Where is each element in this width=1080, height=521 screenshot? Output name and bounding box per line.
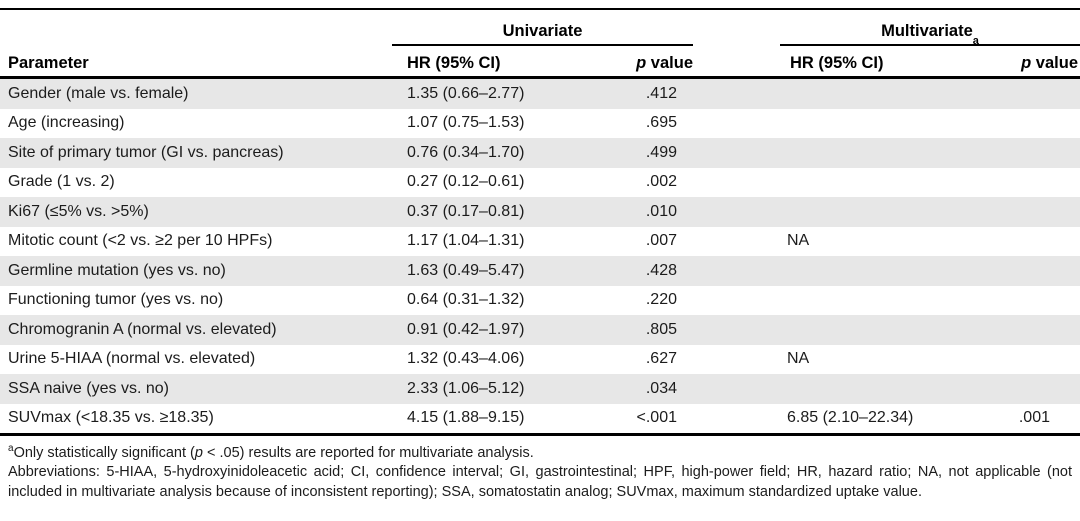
multivariate-hr-column-header: HR (95% CI) [790,54,884,72]
table-row: Grade (1 vs. 2) 0.27 (0.12–0.61) .002 [0,168,1080,198]
univariate-pvalue-cell: .428 [645,261,677,279]
multivariate-hr-cell: NA [787,350,810,368]
table-row: Germline mutation (yes vs. no) 1.63 (0.4… [0,256,1080,286]
table-row: Functioning tumor (yes vs. no) 0.64 (0.3… [0,286,1080,316]
table-row: Mitotic count (<2 vs. ≥2 per 10 HPFs) 1.… [0,227,1080,257]
univariate-hr-column-header: HR (95% CI) [407,54,501,72]
parameter-cell: Grade (1 vs. 2) [8,173,115,191]
parameter-cell: Germline mutation (yes vs. no) [8,261,226,279]
table-row: Gender (male vs. female) 1.35 (0.66–2.77… [0,79,1080,109]
univariate-hr-cell: 0.27 (0.12–0.61) [407,173,525,191]
parameter-cell: Mitotic count (<2 vs. ≥2 per 10 HPFs) [8,232,273,250]
univariate-group-label: Univariate [502,22,583,40]
univariate-hr-cell: 4.15 (1.88–9.15) [407,409,525,427]
univariate-pvalue-cell: .002 [645,173,677,191]
univariate-pvalue-cell: .627 [645,350,677,368]
univariate-pvalue-cell: .805 [645,320,677,338]
univariate-hr-cell: 0.91 (0.42–1.97) [407,320,525,338]
parameter-cell: Functioning tumor (yes vs. no) [8,291,224,309]
multivariate-group-header: Multivariate a [780,10,1080,47]
multivariate-hr-cell: NA [787,232,810,250]
table-row: Site of primary tumor (GI vs. pancreas) … [0,138,1080,168]
univariate-pvalue-cell: .034 [645,379,677,397]
table-row: Ki67 (≤5% vs. >5%) 0.37 (0.17–0.81) .010 [0,197,1080,227]
p-rest: value [646,54,693,72]
multivariate-group-label: Multivariate [881,22,973,40]
p-italic: p [194,444,203,461]
univariate-hr-cell: 1.07 (0.75–1.53) [407,114,525,132]
table-top-rule [0,8,1080,10]
table-row: SUVmax (<18.35 vs. ≥18.35) 4.15 (1.88–9.… [0,404,1080,434]
multivariate-pvalue-column-header: p value [953,54,1080,73]
univariate-pvalue-cell: .412 [645,84,677,102]
univariate-pvalue-cell: <.001 [636,409,677,427]
univariate-group-header: Univariate [392,10,693,46]
table-footnotes: aOnly statistically significant (p < .05… [0,436,1080,503]
p-italic: p [636,54,647,72]
parameter-column-header: Parameter [8,54,89,72]
parameter-cell: Ki67 (≤5% vs. >5%) [8,202,149,220]
p-rest: value [1031,54,1078,72]
table-row: Chromogranin A (normal vs. elevated) 0.9… [0,315,1080,345]
univariate-hr-cell: 2.33 (1.06–5.12) [407,379,525,397]
header-bottom-rule [0,76,1080,79]
univariate-pvalue-cell: .695 [645,114,677,132]
univariate-hr-cell: 0.76 (0.34–1.70) [407,143,525,161]
parameter-cell: Site of primary tumor (GI vs. pancreas) [8,143,284,161]
footnote-a-text-pre: Only statistically significant ( [13,444,195,461]
footnote-a: aOnly statistically significant (p < .05… [8,439,1072,463]
univariate-hr-cell: 1.17 (1.04–1.31) [407,232,525,250]
parameter-cell: Age (increasing) [8,114,125,132]
univariate-pvalue-cell: .499 [645,143,677,161]
univariate-pvalue-cell: .010 [645,202,677,220]
p-italic: p [1021,54,1032,72]
table-group-header-row: Univariate Multivariate a [0,10,1080,47]
table-column-header-row: Parameter HR (95% CI) p value HR (95% CI… [0,46,1080,76]
univariate-pvalue-cell: .007 [645,232,677,250]
multivariate-hr-cell: 6.85 (2.10–22.34) [787,409,914,427]
parameter-cell: SUVmax (<18.35 vs. ≥18.35) [8,409,214,427]
univariate-hr-cell: 1.32 (0.43–4.06) [407,350,525,368]
abbreviations-note: Abbreviations: 5-HIAA, 5-hydroxyinidolea… [8,464,1072,501]
parameter-cell: Chromogranin A (normal vs. elevated) [8,320,277,338]
parameter-cell: SSA naive (yes vs. no) [8,379,169,397]
table-bottom-rule [0,433,1080,436]
univariate-hr-cell: 0.64 (0.31–1.32) [407,291,525,309]
table-row: Urine 5-HIAA (normal vs. elevated) 1.32 … [0,345,1080,375]
parameter-cell: Gender (male vs. female) [8,84,189,102]
parameter-cell: Urine 5-HIAA (normal vs. elevated) [8,350,256,368]
footnote-a-text-post: < .05) results are reported for multivar… [202,444,534,461]
univariate-pvalue-cell: .220 [645,291,677,309]
table-row: Age (increasing) 1.07 (0.75–1.53) .695 [0,109,1080,139]
univariate-pvalue-column-header: p value [563,54,693,73]
univariate-hr-cell: 1.35 (0.66–2.77) [407,84,525,102]
table-row: SSA naive (yes vs. no) 2.33 (1.06–5.12) … [0,374,1080,404]
multivariate-pvalue-cell: .001 [1018,409,1050,427]
table-body: Gender (male vs. female) 1.35 (0.66–2.77… [0,79,1080,433]
footnote-a-marker: a [8,442,14,454]
univariate-hr-cell: 1.63 (0.49–5.47) [407,261,525,279]
univariate-hr-cell: 0.37 (0.17–0.81) [407,202,525,220]
